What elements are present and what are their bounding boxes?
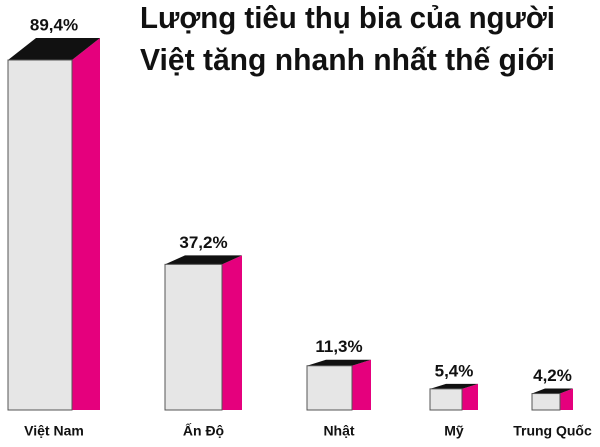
bar-side	[462, 383, 478, 410]
bar-top	[532, 388, 573, 394]
x-tick-label: Việt Nam	[24, 423, 84, 439]
value-label: 11,3%	[315, 337, 362, 356]
bar-top	[430, 383, 478, 389]
x-tick-label: Trung Quốc	[513, 423, 592, 439]
bar-side	[560, 388, 573, 410]
value-label: 5,4%	[435, 361, 474, 380]
bar	[306, 365, 353, 411]
bar-top	[307, 359, 371, 366]
bar-side	[222, 255, 242, 410]
bar-top	[8, 38, 100, 60]
bar-side	[72, 38, 100, 410]
x-tick-label: Ấn Độ	[183, 423, 224, 439]
bar	[164, 263, 223, 411]
chart-title-line: Lượng tiêu thụ bia của người	[140, 0, 555, 35]
chart-title-line: Việt tăng nhanh nhất thế giới	[140, 42, 555, 77]
bar	[531, 393, 561, 411]
x-tick-label: Nhật	[323, 423, 354, 439]
bar-side	[352, 359, 371, 410]
bar	[429, 388, 463, 411]
bar	[7, 59, 73, 411]
x-tick-label: Mỹ	[444, 423, 464, 439]
bar-top	[165, 255, 242, 265]
value-label: 37,2%	[179, 233, 227, 252]
value-label: 89,4%	[30, 15, 78, 34]
value-label: 4,2%	[533, 366, 572, 385]
